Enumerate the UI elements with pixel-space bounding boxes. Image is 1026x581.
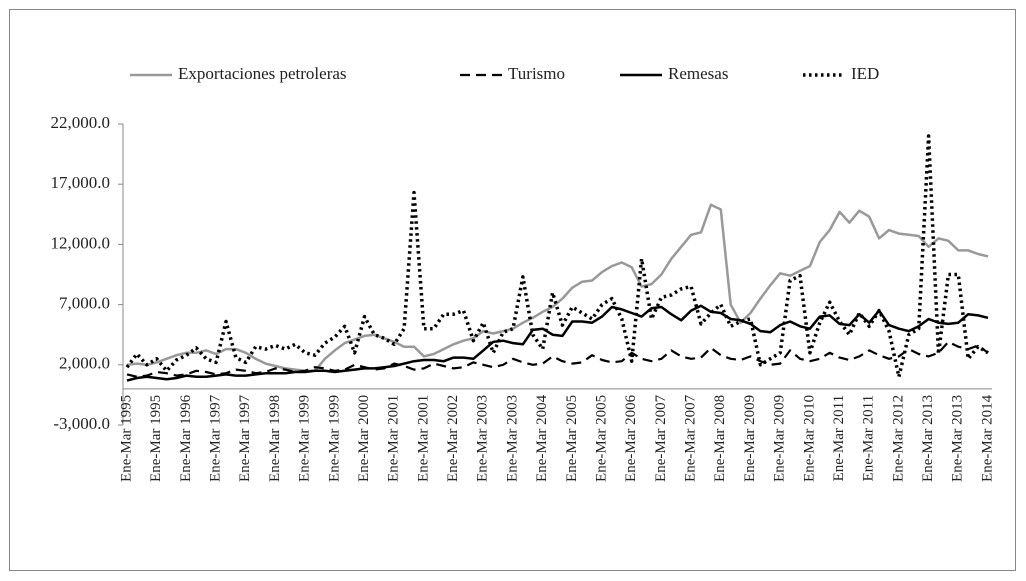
x-tick-label: Ene-Mar 1999 — [326, 395, 342, 482]
x-tick-label: Ene-Mar 1999 — [297, 395, 313, 482]
x-tick-label: Ene-Mar 2003 — [504, 395, 520, 482]
x-tick-label: Ene-Mar 1995 — [148, 395, 164, 482]
series-line — [126, 203, 989, 373]
x-tick-label: Ene-Mar 2012 — [890, 395, 906, 482]
x-tick-label: Ene-Mar 2009 — [742, 395, 758, 482]
series-line — [126, 340, 989, 378]
series-line — [125, 134, 989, 379]
x-tick-label: Ene-Mar 1995 — [118, 395, 134, 482]
y-tick-label: 7,000.0 — [59, 294, 110, 313]
y-tick-label: 22,000.0 — [51, 113, 111, 132]
x-tick-label: Ene-Mar 2014 — [979, 394, 995, 482]
x-tick-label: Ene-Mar 2007 — [653, 394, 669, 482]
x-tick-label: Ene-Mar 1998 — [267, 395, 283, 482]
x-tick-label: Ene-Mar 2011 — [831, 395, 847, 482]
x-tick-label: Ene-Mar 1997 — [208, 394, 224, 482]
x-tick-label: Ene-Mar 2008 — [712, 395, 728, 482]
x-tick-label: Ene-Mar 2005 — [564, 395, 580, 482]
x-tick-label: Ene-Mar 1997 — [237, 394, 253, 482]
x-tick-label: Ene-Mar 2010 — [801, 395, 817, 482]
x-tick-label: Ene-Mar 2007 — [683, 394, 699, 482]
legend-label: Remesas — [668, 64, 728, 83]
x-tick-label: Ene-Mar 2013 — [950, 395, 966, 482]
x-tick-label: Ene-Mar 2000 — [356, 395, 372, 482]
legend-label: Exportaciones petroleras — [178, 64, 347, 83]
x-tick-label: Ene-Mar 1996 — [178, 394, 194, 482]
chart-frame — [9, 9, 1016, 571]
x-tick-label: Ene-Mar 2001 — [415, 395, 431, 482]
y-tick-label: 12,000.0 — [51, 233, 111, 252]
x-tick-label: Ene-Mar 2004 — [534, 394, 550, 482]
legend-label: Turismo — [508, 64, 565, 83]
x-tick-label: Ene-Mar 2001 — [386, 395, 402, 482]
x-tick-label: Ene-Mar 2006 — [623, 394, 639, 482]
x-tick-label: Ene-Mar 2013 — [920, 395, 936, 482]
x-tick-label: Ene-Mar 2003 — [475, 395, 491, 482]
x-tick-label: Ene-Mar 2009 — [772, 395, 788, 482]
x-tick-label: Ene-Mar 2005 — [593, 395, 609, 482]
y-tick-label: 2,000.0 — [59, 354, 110, 373]
series-line — [126, 304, 989, 382]
x-tick-label: Ene-Mar 2002 — [445, 395, 461, 482]
legend-label: IED — [851, 64, 879, 83]
x-tick-label: Ene-Mar 2011 — [861, 395, 877, 482]
y-tick-label: 17,000.0 — [51, 173, 111, 192]
y-tick-label: -3,000.0 — [53, 414, 110, 433]
